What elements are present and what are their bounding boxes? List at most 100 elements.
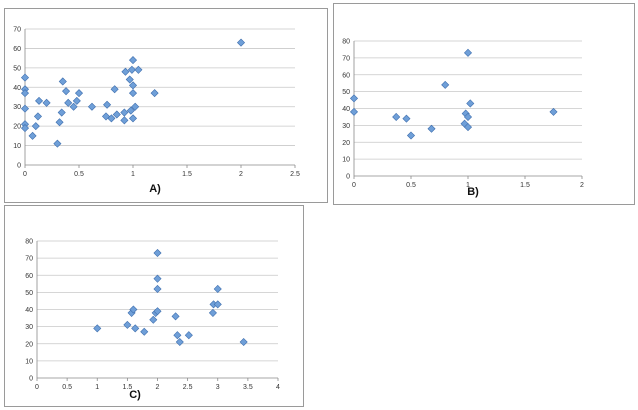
- data-point-marker: [74, 89, 84, 98]
- y-tick-label: 80: [342, 39, 350, 46]
- data-point-marker: [35, 96, 44, 105]
- data-point-marker: [208, 308, 217, 317]
- y-tick-label: 0: [17, 163, 21, 170]
- data-point-marker: [134, 65, 143, 74]
- data-point-marker: [153, 248, 162, 258]
- data-point-marker: [129, 305, 138, 314]
- data-point-marker: [20, 124, 30, 133]
- data-point-marker: [120, 108, 129, 117]
- data-point-marker: [128, 89, 138, 98]
- data-point-marker: [53, 139, 62, 148]
- data-point-marker: [58, 77, 67, 86]
- data-point-marker: [131, 324, 140, 333]
- y-tick-label: 0: [29, 376, 33, 383]
- x-tick-label: 2.5: [183, 384, 193, 391]
- data-point-marker: [427, 124, 436, 133]
- data-point-marker: [153, 307, 162, 316]
- x-tick-label: 2: [156, 384, 160, 391]
- data-point-marker: [150, 89, 159, 98]
- data-point-marker: [349, 94, 359, 103]
- panel-label: A): [149, 183, 161, 195]
- data-point-marker: [123, 320, 132, 329]
- x-tick-label: 0.5: [62, 384, 72, 391]
- y-tick-label: 70: [342, 55, 350, 62]
- data-point-marker: [125, 75, 134, 84]
- x-tick-label: 3: [216, 384, 220, 391]
- data-point-marker: [31, 122, 40, 131]
- x-tick-label: 3.5: [243, 384, 253, 391]
- x-tick-label: 0.5: [406, 182, 416, 189]
- data-point-marker: [87, 102, 96, 111]
- data-point-marker: [20, 104, 30, 113]
- data-point-marker: [463, 112, 473, 121]
- y-tick-label: 60: [342, 72, 350, 79]
- x-tick-label: 2: [580, 182, 584, 189]
- x-tick-label: 2.5: [290, 171, 300, 178]
- data-point-marker: [131, 102, 140, 111]
- y-tick-label: 20: [13, 124, 21, 131]
- data-point-marker: [101, 112, 111, 121]
- data-point-marker: [239, 338, 248, 347]
- data-point-marker: [128, 81, 138, 90]
- data-point-marker: [103, 100, 112, 109]
- data-point-marker: [153, 284, 162, 293]
- scatter-chart-b: 0 10 20 30 40 50 60 70 80 0 0.5 1 1.5 2 B): [342, 39, 584, 199]
- y-tick-label: 30: [25, 324, 33, 331]
- data-point-marker: [549, 107, 558, 116]
- data-point-marker: [20, 73, 30, 82]
- data-point-marker: [128, 114, 138, 123]
- scatter-panel-b: 0 10 20 30 40 50 60 70 80 0 0.5 1 1.5 2 B): [333, 3, 635, 205]
- data-point-marker: [69, 102, 78, 111]
- y-tick-label: 20: [342, 140, 350, 147]
- data-point-marker: [349, 107, 359, 116]
- x-tick-label: 1.5: [123, 384, 133, 391]
- data-point-marker: [93, 324, 102, 333]
- y-tick-label: 20: [25, 341, 33, 348]
- y-tick-label: 70: [25, 256, 33, 263]
- data-point-marker: [402, 114, 411, 123]
- data-point-marker: [213, 284, 222, 293]
- data-point-marker: [72, 96, 81, 105]
- data-point-marker: [392, 112, 401, 121]
- data-point-marker: [20, 89, 30, 98]
- y-tick-label: 60: [25, 273, 33, 280]
- scatter-chart-a: 0 10 20 30 40 50 60 70 0 0.5 1 1.5 2 2.5 A): [13, 27, 300, 196]
- data-point-marker: [64, 98, 73, 107]
- x-tick-label: 1.5: [182, 171, 192, 178]
- y-tick-label: 50: [25, 290, 33, 297]
- data-point-marker: [112, 110, 121, 119]
- x-tick-label: 0: [352, 182, 356, 189]
- data-point-marker: [55, 118, 64, 127]
- y-tick-label: 60: [13, 46, 21, 53]
- panel-label: B): [467, 186, 479, 198]
- data-point-marker: [128, 56, 138, 65]
- data-point-marker: [236, 38, 246, 47]
- y-tick-label: 40: [342, 106, 350, 113]
- data-point-marker: [57, 108, 66, 117]
- y-tick-label: 80: [25, 239, 33, 246]
- y-tick-label: 30: [342, 123, 350, 130]
- data-point-marker: [120, 116, 129, 125]
- x-tick-label: 4: [276, 384, 280, 391]
- data-point-marker: [171, 312, 180, 321]
- y-tick-label: 70: [13, 27, 21, 34]
- y-tick-label: 40: [25, 307, 33, 314]
- x-tick-label: 1: [466, 182, 470, 189]
- x-tick-label: 1.5: [520, 182, 530, 189]
- x-tick-label: 2: [239, 171, 243, 178]
- data-point-marker: [110, 85, 119, 94]
- data-point-marker: [213, 300, 222, 309]
- data-point-marker: [184, 331, 193, 340]
- scatter-chart-c: 0 10 20 30 40 50 60 70 80 0 0.5 1 1.5 2 2.5 3 3.5 4 C): [25, 239, 280, 402]
- y-tick-label: 0: [346, 174, 350, 181]
- data-point-marker: [463, 48, 473, 57]
- data-point-marker: [140, 327, 149, 336]
- y-tick-label: 40: [13, 85, 21, 92]
- y-tick-label: 10: [342, 157, 350, 164]
- x-tick-label: 0.5: [74, 171, 84, 178]
- data-point-marker: [127, 65, 136, 74]
- data-point-marker: [406, 131, 416, 140]
- data-point-marker: [173, 331, 182, 340]
- y-tick-label: 50: [13, 65, 21, 72]
- data-point-marker: [107, 114, 116, 123]
